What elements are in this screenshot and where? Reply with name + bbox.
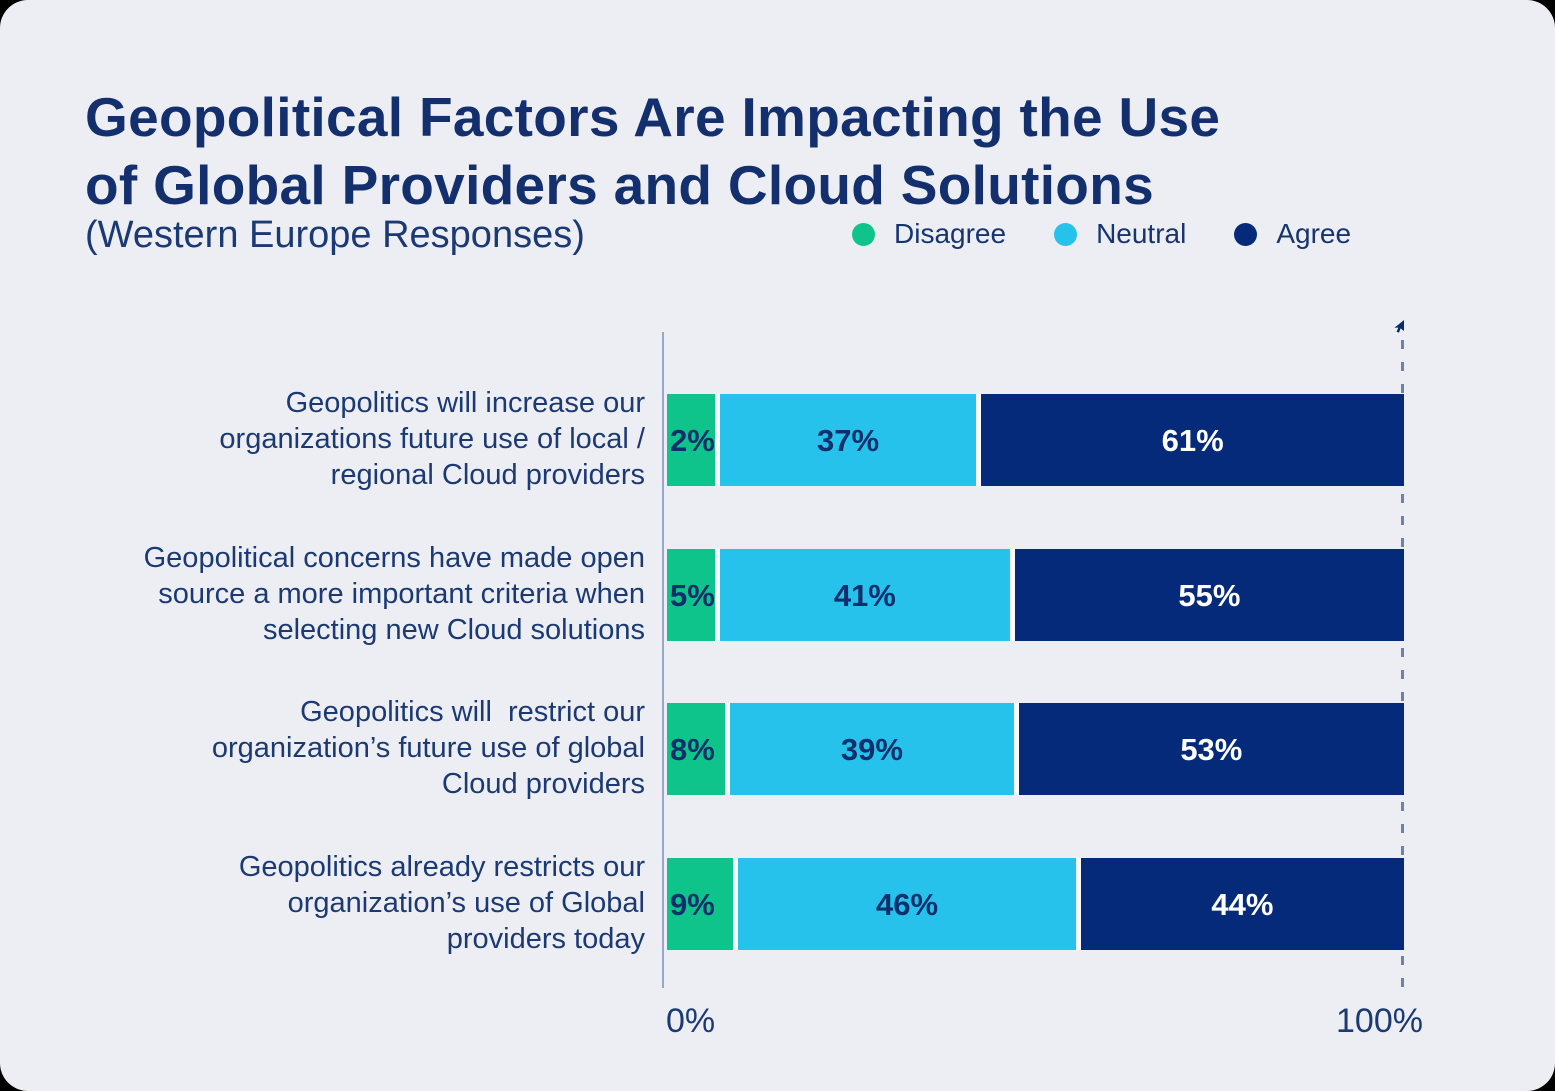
category-label-line: Geopolitical concerns have made open [143,542,645,575]
bar-segment-disagree: 8% [667,703,726,795]
category-label-line: selecting new Cloud solutions [262,613,645,646]
legend: Disagree Neutral Agree [852,218,1351,250]
x-axis-100-dashed-line [1401,340,1404,988]
segment-value-label: 39% [840,731,903,767]
category-label: Geopolitics will restrict our organizatio… [85,695,645,803]
category-label-line: Geopolitics already restricts our [238,851,645,884]
category-label-line: organization’s future use of global [211,732,645,765]
segment-value-label: 55% [1178,577,1241,613]
segment-value-label: 53% [1180,731,1243,767]
segment-value-label: 9% [670,886,715,922]
chart-title-line-2: of Global Providers and Cloud Solutions [85,154,1154,217]
segment-value-label: 5% [670,577,715,613]
chart-title: Geopolitical Factors Are Impacting the U… [85,83,1220,219]
segment-value-label: 37% [817,422,880,458]
segment-value-label: 2% [670,422,715,458]
mouse-cursor-icon [1394,320,1404,333]
category-label-line: source a more important criteria when [158,578,645,611]
legend-label: Disagree [894,218,1007,249]
category-label-line: regional Cloud providers [330,458,645,491]
segment-value-label: 8% [670,731,715,767]
bar-row: 8% 39% 53% [667,703,1404,795]
segment-value-label: 61% [1161,422,1224,458]
category-label: Geopolitics will increase our organizatio… [85,386,645,494]
y-axis-line [662,332,664,988]
category-label: Geopolitics already restricts our organiz… [85,850,645,958]
bar-segment-neutral: 46% [738,858,1076,950]
bar-row: 2% 37% 61% [667,394,1404,486]
bar-segment-disagree: 5% [667,549,715,641]
bar-segment-neutral: 39% [730,703,1014,795]
chart-title-line-1: Geopolitical Factors Are Impacting the U… [85,85,1221,148]
segment-value-label: 41% [833,577,896,613]
bar-segment-agree: 55% [1014,549,1404,641]
segment-value-label: 46% [875,886,939,922]
bar-segment-disagree: 2% [667,394,715,486]
bar-segment-agree: 44% [1080,858,1404,950]
x-axis-tick-0: 0% [666,1002,716,1040]
legend-item-disagree: Disagree [852,218,1006,250]
category-label-line: Cloud providers [441,767,645,800]
bar-segment-agree: 61% [981,394,1404,486]
bar-segment-neutral: 41% [719,549,1010,641]
segment-value-label: 44% [1211,886,1274,922]
chart-subtitle: (Western Europe Responses) [85,214,585,256]
legend-dot-icon [1234,222,1258,246]
legend-label: Agree [1276,218,1352,249]
category-label-line: organization’s use of Global [287,887,645,920]
category-label: Geopolitical concerns have made open sour… [85,541,645,649]
bar-segment-agree: 53% [1018,703,1404,795]
legend-item-agree: Agree [1234,218,1351,250]
bar-row: 5% 41% 55% [667,549,1404,641]
bar-segment-disagree: 9% [667,858,734,950]
x-axis-tick-100: 100% [1336,1002,1423,1040]
bar-row: 9% 46% 44% [667,858,1404,950]
category-label-line: providers today [446,922,645,955]
legend-item-neutral: Neutral [1054,218,1186,250]
legend-label: Neutral [1096,218,1187,249]
category-label-line: organizations future use of local / [219,423,645,456]
legend-dot-icon [852,222,875,246]
category-label-line: Geopolitics will restrict our [300,696,645,729]
bar-segment-neutral: 37% [719,394,977,486]
category-label-line: Geopolitics will increase our [285,387,645,420]
legend-dot-icon [1054,222,1078,246]
